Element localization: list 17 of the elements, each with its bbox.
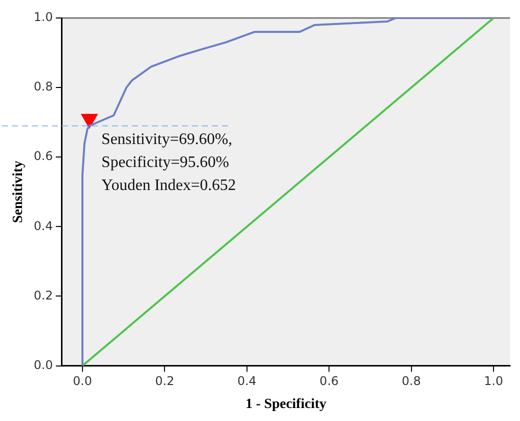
x-tick-label: 0.2 (155, 374, 174, 388)
x-axis-title: 1 - Specificity (246, 397, 326, 412)
x-tick-label: 1.0 (484, 374, 504, 388)
annotation: Specificity=95.60% (101, 154, 230, 172)
y-tick-label: 0.8 (34, 80, 53, 94)
x-tick-label: 0.6 (320, 374, 339, 388)
x-tick-label: 0.8 (402, 374, 421, 388)
y-tick-label: 1.0 (34, 10, 53, 24)
y-tick-label: 0.0 (34, 358, 53, 372)
y-tick-label: 0.4 (34, 218, 53, 233)
y-axis-title: Sensitivity (11, 160, 26, 224)
annotation: Youden Index=0.652 (101, 177, 236, 194)
x-tick-label: 0.0 (72, 374, 92, 388)
y-tick-label: 0.2 (34, 288, 53, 302)
x-tick-label: 0.4 (237, 374, 256, 388)
y-tick-label: 0.6 (34, 149, 53, 164)
annotation: Sensitivity=69.60%, (101, 131, 232, 148)
